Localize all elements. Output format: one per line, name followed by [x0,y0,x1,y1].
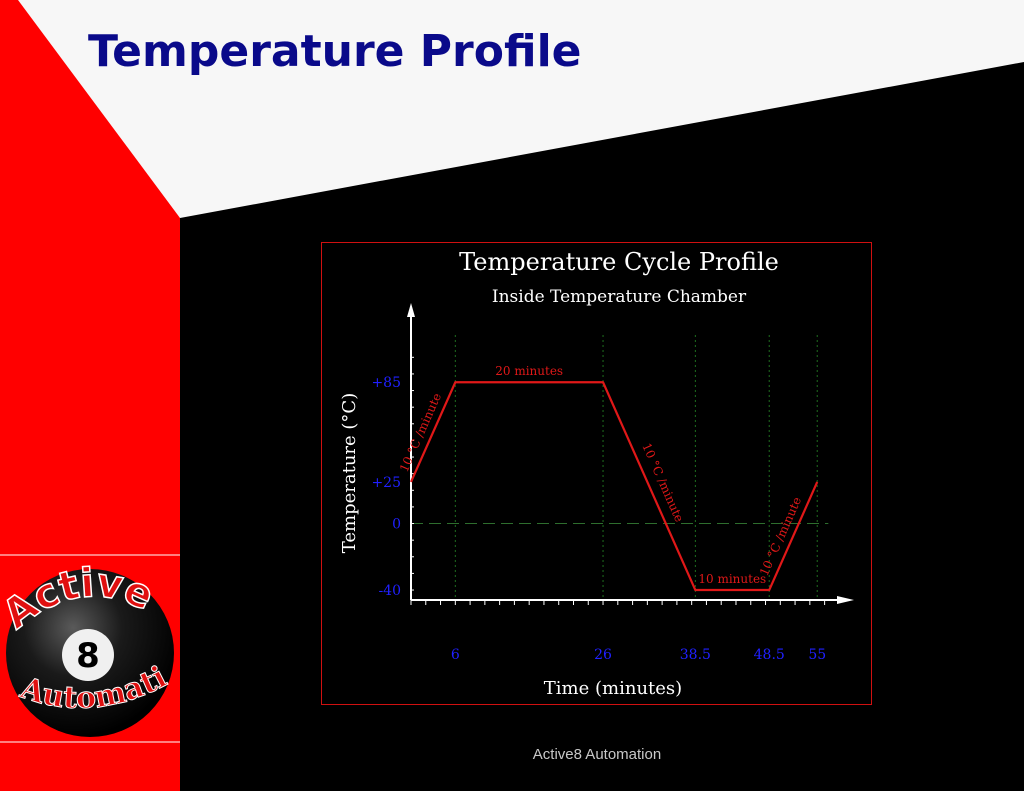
chart-frame: Temperature Cycle Profile Inside Tempera… [321,242,872,705]
slide-title: Temperature Profile [88,26,582,77]
segment-annotation: 20 minutes [495,364,563,378]
ramp-rate-annotation: 10 °C /minute [639,441,686,524]
segment-annotation: 10 minutes [698,572,766,586]
y-axis-label: Temperature (°C) [339,393,360,553]
y-axis-arrow [407,303,415,317]
series-line [409,381,819,592]
y-tick-label: 0 [392,517,401,533]
eight-ball-logo-icon: 8 Active Automation [0,555,174,737]
x-axis-label: Time (minutes) [544,678,682,699]
plot-area: 6 26 38.5 48.5 55 +85 +25 0 -40 20 minutes 10 minu… [371,303,854,663]
x-tick-label: 48.5 [754,647,785,663]
y-tick-label: -40 [378,583,401,599]
x-tick-label: 38.5 [680,647,711,663]
ball-number-circle [62,629,114,681]
x-tick-label: 26 [594,647,612,663]
x-tick-label: 6 [451,647,460,663]
logo-number: 8 [76,636,100,676]
chart-title: Temperature Cycle Profile [459,248,779,276]
temperature-cycle-chart: Temperature Cycle Profile Inside Tempera… [339,248,854,699]
y-tick-label: +25 [371,475,401,491]
x-tick-label: 55 [808,647,826,663]
y-tick-label: +85 [371,375,401,391]
chart-subtitle: Inside Temperature Chamber [492,287,747,307]
x-axis-arrow [837,596,854,604]
slide-footer: Active8 Automation [532,746,662,763]
